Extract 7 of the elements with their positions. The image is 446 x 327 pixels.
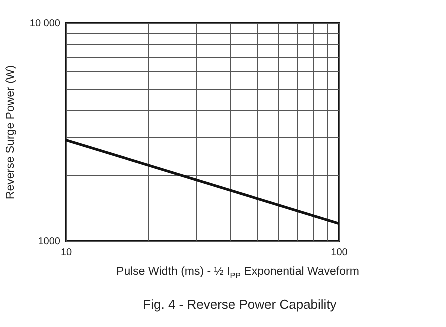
x-axis-title: Pulse Width (ms) - ½ I$_{PP}$ Exponential Waveform — [116, 266, 360, 280]
x-tick-label: 10 — [60, 248, 72, 258]
y-tick-label: 10 000 — [30, 18, 61, 30]
y-axis-title: Reverse Surge Power (W) — [4, 65, 17, 200]
y-tick-label: 1000 — [38, 236, 61, 248]
text: Fig. 4 - Reverse Power Capability — [142, 297, 338, 312]
x-tick-label: 100 — [331, 248, 348, 258]
